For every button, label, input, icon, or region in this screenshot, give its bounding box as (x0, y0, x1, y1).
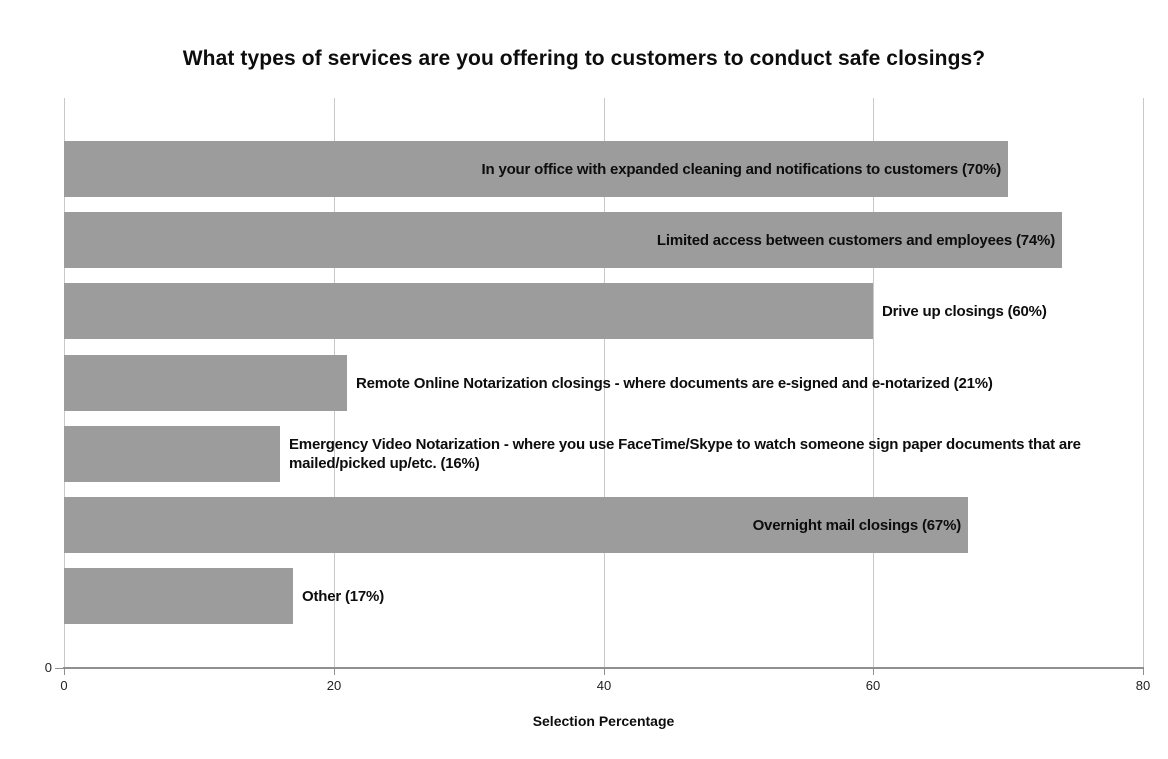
bar-row-6: Overnight mail closings (67%) (64, 497, 1143, 553)
bar-7 (64, 568, 293, 624)
x-tick-label-20: 20 (326, 678, 342, 693)
x-tick-40 (604, 669, 605, 675)
plot-area: In your office with expanded cleaning an… (64, 98, 1144, 668)
y-axis-tick (55, 668, 64, 669)
chart-title: What types of services are you offering … (182, 47, 986, 70)
bar-label-3: Drive up closings (60%) (882, 302, 1047, 320)
bar-4 (64, 355, 347, 411)
x-axis-label: Selection Percentage (532, 713, 675, 729)
bar-5 (64, 426, 280, 482)
bar-3 (64, 283, 873, 339)
bar-label-4: Remote Online Notarization closings - wh… (356, 374, 993, 392)
x-tick-label-60: 60 (865, 678, 881, 693)
x-tick-80 (1143, 669, 1144, 675)
bar-row-4: Remote Online Notarization closings - wh… (64, 355, 1143, 411)
x-tick-60 (873, 669, 874, 675)
y-axis-zero-label: 0 (44, 660, 52, 675)
bar-1 (64, 141, 1008, 197)
bar-label-6: Overnight mail closings (67%) (752, 516, 962, 534)
bar-2 (64, 212, 1062, 268)
bar-row-3: Drive up closings (60%) (64, 283, 1143, 339)
x-tick-label-40: 40 (596, 678, 612, 693)
bar-6 (64, 497, 968, 553)
x-tick-label-80: 80 (1135, 678, 1151, 693)
x-tick-0 (64, 669, 65, 675)
bar-label-2: Limited access between customers and emp… (656, 231, 1055, 249)
gridline-x-80 (1143, 98, 1144, 668)
bar-label-5: Emergency Video Notarization - where you… (289, 436, 1081, 472)
bar-label-1: In your office with expanded cleaning an… (481, 160, 1002, 178)
x-tick-label-0: 0 (60, 678, 68, 693)
x-axis-line (63, 667, 1144, 669)
bar-row-7: Other (17%) (64, 568, 1143, 624)
bar-row-5: Emergency Video Notarization - where you… (64, 426, 1143, 482)
x-tick-20 (334, 669, 335, 675)
bar-label-7: Other (17%) (302, 587, 384, 605)
gridline-x-60 (873, 98, 874, 668)
bar-row-1: In your office with expanded cleaning an… (64, 141, 1143, 197)
bar-row-2: Limited access between customers and emp… (64, 212, 1143, 268)
gridline-x-40 (604, 98, 605, 668)
